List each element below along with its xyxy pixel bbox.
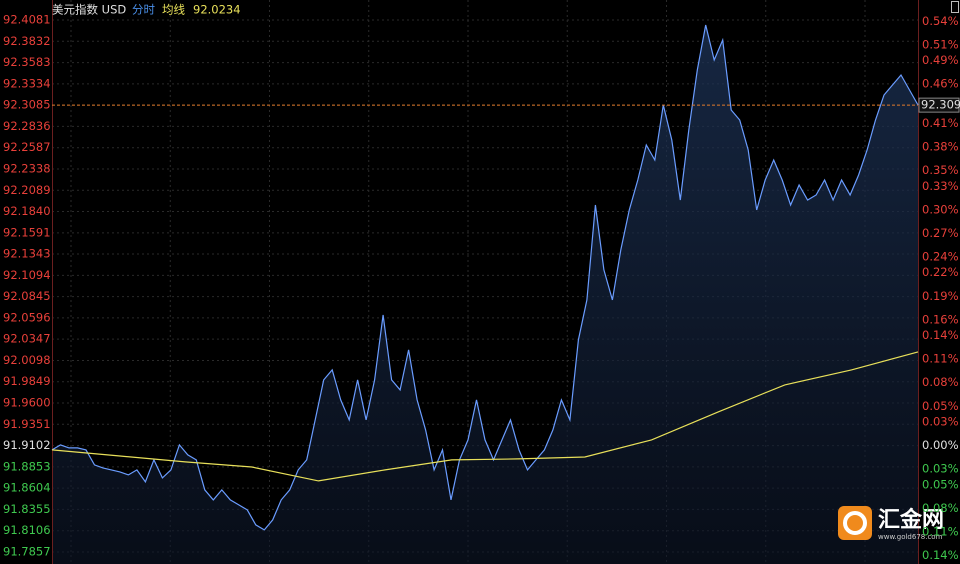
y2-tick-label: 0.49% <box>922 53 959 67</box>
window-icon[interactable] <box>951 1 959 13</box>
y2-tick-label: 0.46% <box>922 77 959 91</box>
y2-tick-label: 0.14% <box>922 328 959 342</box>
y-tick-label: 92.0596 <box>3 310 51 324</box>
y2-tick-label: 0.38% <box>922 140 959 154</box>
y2-tick-label: 0.27% <box>922 226 959 240</box>
chart-title: 美元指数 USD <box>52 3 126 17</box>
y2-tick-label: 0.22% <box>922 265 959 279</box>
y2-tick-label: 0.05% <box>922 477 959 491</box>
y-tick-label: 92.2089 <box>3 183 51 197</box>
logo <box>838 506 872 540</box>
y-tick-label: 91.9600 <box>3 396 51 410</box>
y-tick-label: 92.2836 <box>3 119 51 133</box>
y-tick-label: 92.2587 <box>3 140 51 154</box>
y-tick-label: 91.8853 <box>3 459 51 473</box>
y2-tick-label: 0.24% <box>922 250 959 264</box>
y-tick-label: 91.9849 <box>3 374 51 388</box>
y-tick-label: 92.2338 <box>3 161 51 175</box>
y-tick-label: 92.0845 <box>3 289 51 303</box>
legend-entry: 分时 <box>132 3 155 17</box>
y-tick-label: 92.3832 <box>3 34 51 48</box>
line <box>51 351 919 482</box>
y-tick-label: 92.3583 <box>3 55 51 69</box>
y-tick-label: 92.4081 <box>3 13 51 27</box>
y2-tick-label: 0.08% <box>922 375 959 389</box>
y2-tick-label: 0.16% <box>922 312 959 326</box>
y2-tick-label: 0.08% <box>922 501 959 515</box>
y2-tick-label: 0.51% <box>922 37 959 51</box>
y2-tick-label: 0.35% <box>922 163 959 177</box>
legend-entry: 均线 <box>162 3 185 17</box>
y2-tick-label: 0.14% <box>922 548 959 562</box>
y-tick-label: 91.8355 <box>3 502 51 516</box>
y2-tick-label: 0.11% <box>922 524 959 538</box>
watermark-url: www.gold678.com <box>878 533 943 541</box>
y-tick-label: 91.8604 <box>3 481 51 495</box>
y-tick-label: 92.0347 <box>3 332 51 346</box>
y-tick-label: 92.3334 <box>3 76 51 90</box>
line <box>51 24 919 531</box>
y-tick-label: 92.3085 <box>3 98 51 112</box>
y2-tick-label: 0.54% <box>922 14 959 28</box>
y-tick-label: 91.8106 <box>3 523 51 537</box>
y-tick-label: 91.7857 <box>3 545 51 559</box>
y-tick-label: 91.9351 <box>3 417 51 431</box>
y2-tick-label: 0.30% <box>922 202 959 216</box>
y2-tick-label: 0.41% <box>922 116 959 130</box>
y-tick-label: 92.1840 <box>3 204 51 218</box>
logo-mark <box>843 511 867 535</box>
area <box>52 25 918 564</box>
y-tick-label: 92.0098 <box>3 353 51 367</box>
y2-tick-label: 0.03% <box>922 462 959 476</box>
watermark-name: 汇金网 <box>878 507 944 533</box>
y2-tick-label: 0.33% <box>922 179 959 193</box>
avg-value: 92.0234 <box>193 3 241 17</box>
y-tick-label: 92.1094 <box>3 268 51 282</box>
y2-tick-label: 0.19% <box>922 289 959 303</box>
y-tick-label: 91.9102 <box>3 438 51 452</box>
y-tick-label: 92.1343 <box>3 247 51 261</box>
y2-tick-label: 0.05% <box>922 399 959 413</box>
y2-tick-label: 0.00% <box>922 438 959 452</box>
y2-tick-label: 0.11% <box>922 352 959 366</box>
last-price-box <box>918 97 960 113</box>
last-price-label: 92.309 <box>921 98 960 112</box>
y2-tick-label: 0.03% <box>922 414 959 428</box>
y-tick-label: 92.1591 <box>3 225 51 239</box>
